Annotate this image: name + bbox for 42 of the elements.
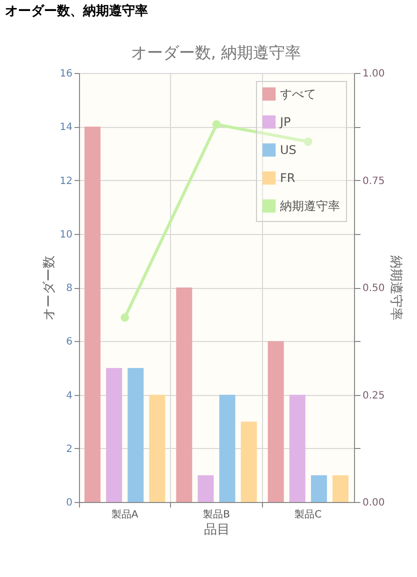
bar: [198, 475, 214, 502]
x-tick-label: 製品A: [111, 508, 138, 520]
bar: [268, 341, 284, 502]
y2-tick-label: 0.50: [362, 283, 385, 294]
point: [304, 137, 312, 146]
bar: [240, 422, 257, 502]
bar: [289, 394, 306, 502]
y2-tick-label: 0.75: [362, 176, 385, 187]
y2-tick-label: 0.00: [362, 498, 385, 508]
y-tick-label: 14: [60, 122, 72, 134]
x-tick-label: 製品C: [294, 508, 322, 520]
y-tick-label: 8: [66, 283, 72, 294]
bar: [106, 368, 122, 502]
y-tick-label: 16: [60, 68, 72, 80]
y-tick-label: 4: [66, 390, 72, 402]
y2-axis-title: 納期遵守率: [388, 256, 404, 320]
y-tick-label: 0: [66, 498, 72, 508]
bar: [310, 475, 327, 502]
legend-label: 納期遵守率: [280, 199, 340, 213]
bar: [84, 126, 100, 502]
y2-tick-label: 1.00: [362, 68, 385, 80]
y2-tick-label: 0.25: [362, 390, 385, 402]
legend-label: US: [280, 143, 296, 157]
y-tick-label: 10: [60, 229, 72, 240]
bar: [128, 368, 144, 502]
y-tick-label: 6: [66, 336, 72, 348]
y-axis-title: オーダー数: [42, 256, 57, 320]
chart-title: オーダー数, 納期遵守率: [130, 43, 302, 62]
x-axis-title: 品目: [204, 522, 230, 538]
y-tick-label: 2: [66, 444, 72, 455]
legend-label: すべて: [280, 87, 316, 101]
bar: [149, 394, 166, 502]
bar: [176, 288, 192, 502]
bar: [332, 475, 349, 502]
point: [120, 313, 130, 322]
x-tick-label: 製品B: [203, 508, 230, 520]
point: [212, 120, 221, 129]
bar: [219, 394, 236, 502]
text: オーダー数、納期遵守率: [5, 3, 148, 19]
legend-label: FR: [280, 171, 296, 185]
y-tick-label: 12: [60, 176, 72, 187]
legend-label: JP: [279, 115, 291, 129]
